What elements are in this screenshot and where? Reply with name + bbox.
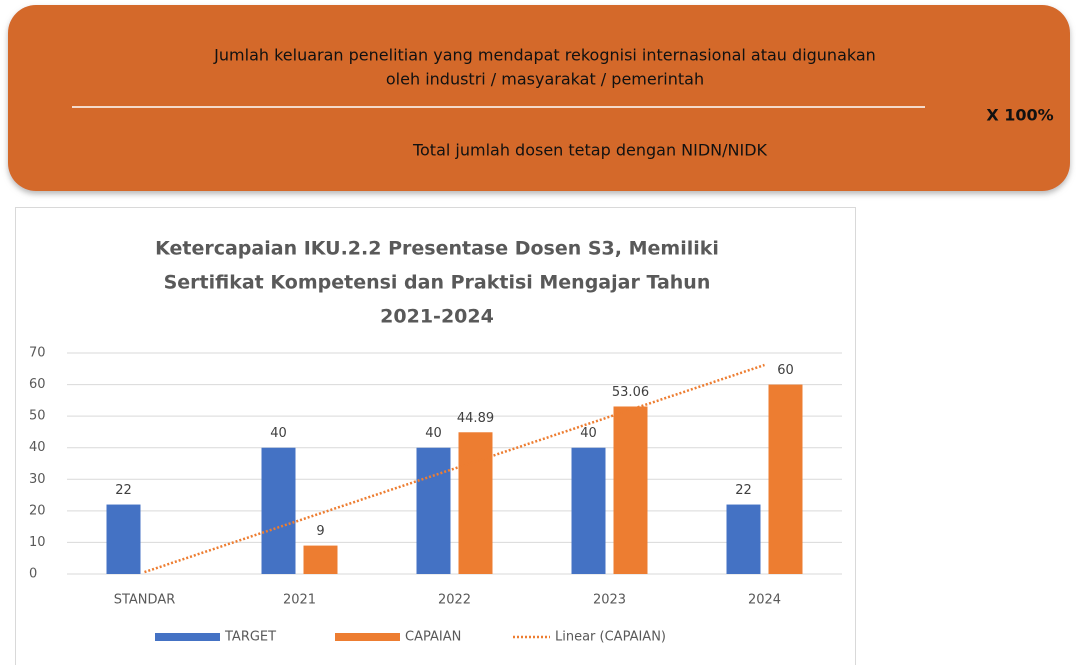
x-tick-label: 2021 — [283, 593, 316, 608]
bar — [458, 432, 493, 574]
data-label: 40 — [425, 426, 442, 441]
legend-swatch — [155, 633, 220, 641]
formula-box — [8, 5, 1070, 191]
legend-label: Linear (CAPAIAN) — [555, 630, 666, 645]
x-tick-label: 2024 — [748, 593, 781, 608]
legend-swatch — [335, 633, 400, 641]
chart-title: Sertifikat Kompetensi dan Praktisi Menga… — [164, 272, 711, 294]
chart-title: 2021-2024 — [380, 306, 494, 328]
denominator: Total jumlah dosen tetap dengan NIDN/NID… — [412, 141, 768, 160]
bar — [571, 447, 606, 574]
data-label: 40 — [580, 426, 597, 441]
y-tick-label: 0 — [29, 567, 37, 582]
chart-title: Ketercapaian IKU.2.2 Presentase Dosen S3… — [155, 238, 719, 260]
bar — [106, 504, 141, 574]
data-label: 9 — [316, 524, 324, 539]
bar — [416, 447, 451, 574]
trendline — [144, 363, 765, 574]
y-tick-label: 20 — [29, 503, 46, 518]
y-tick-label: 50 — [29, 409, 46, 424]
y-tick-label: 30 — [29, 472, 46, 487]
y-tick-label: 40 — [29, 440, 46, 455]
bar — [613, 406, 648, 574]
bar — [303, 545, 338, 574]
y-tick-label: 60 — [29, 377, 46, 392]
data-label: 22 — [115, 483, 132, 498]
data-label: 40 — [270, 426, 287, 441]
bar — [726, 504, 761, 574]
chart: Ketercapaian IKU.2.2 Presentase Dosen S3… — [29, 238, 842, 645]
bar — [261, 447, 296, 574]
data-label: 60 — [777, 363, 794, 378]
legend-label: CAPAIAN — [405, 630, 461, 645]
chart-frame — [15, 207, 856, 665]
legend-label: TARGET — [224, 630, 276, 645]
bar — [768, 384, 803, 574]
numerator-line: oleh industri / masyarakat / pemerintah — [386, 70, 704, 89]
numerator-line: Jumlah keluaran penelitian yang mendapat… — [213, 46, 876, 65]
multiplier: X 100% — [986, 106, 1053, 125]
data-label: 53.06 — [612, 385, 649, 400]
data-label: 44.89 — [457, 411, 494, 426]
data-label: 22 — [735, 483, 752, 498]
y-tick-label: 10 — [29, 535, 46, 550]
x-tick-label: 2023 — [593, 593, 626, 608]
x-tick-label: 2022 — [438, 593, 471, 608]
y-tick-label: 70 — [29, 346, 46, 361]
x-tick-label: STANDAR — [114, 593, 176, 608]
